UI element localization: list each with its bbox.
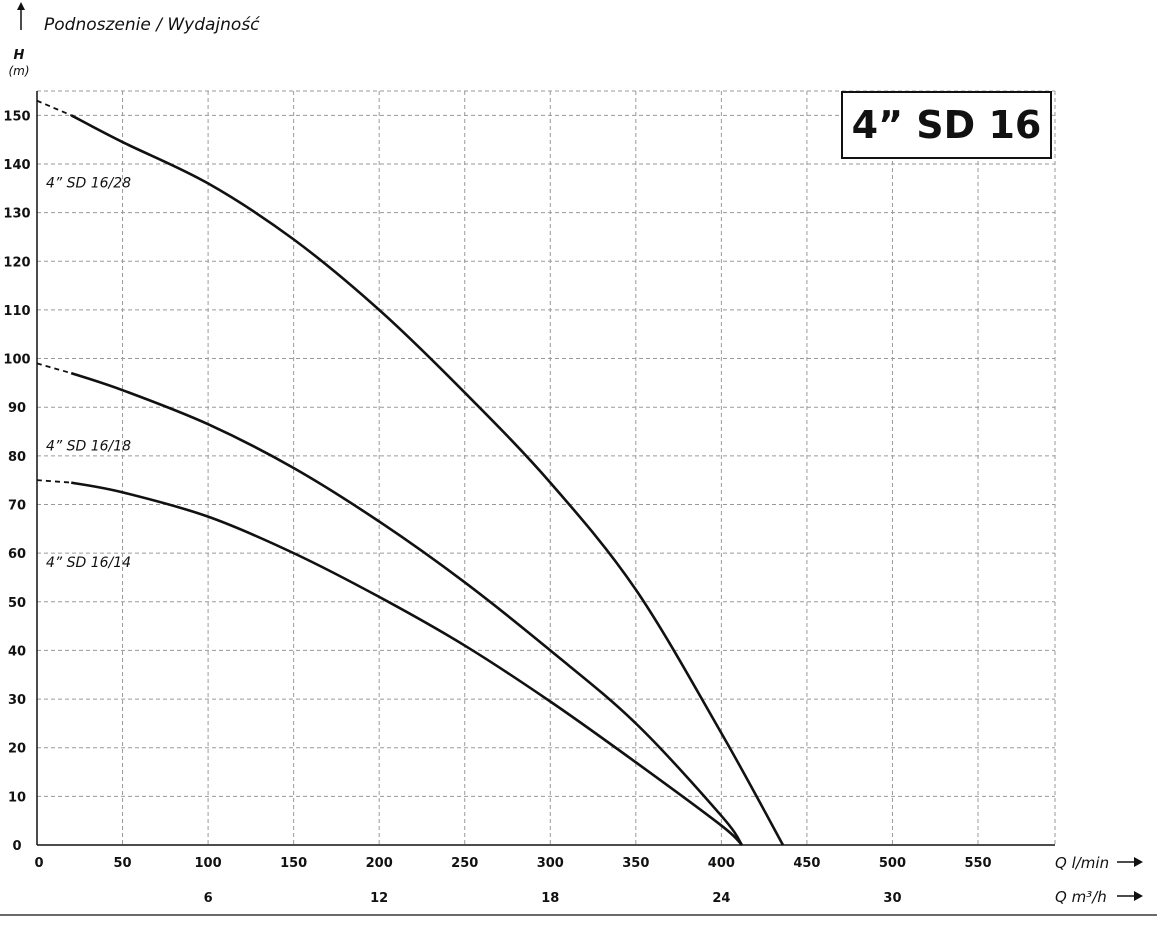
y-tick-label: 100 <box>3 353 30 368</box>
x2-axis-label: Q m³/h <box>1055 888 1107 906</box>
x2-tick-label: 6 <box>204 891 213 906</box>
x-tick-label: 0 <box>34 856 43 871</box>
x2-tick-label: 12 <box>370 891 388 906</box>
x-tick-label: 250 <box>451 856 478 871</box>
x2-tick-label: 30 <box>883 891 901 906</box>
x-tick-label: 550 <box>964 856 991 871</box>
curve-layer <box>36 99 785 846</box>
y-tick-label: 0 <box>12 839 21 854</box>
x-tick-label: 500 <box>879 856 906 871</box>
x-axis-label: Q l/min <box>1055 854 1109 872</box>
y-tick-label: 140 <box>3 158 30 173</box>
chart-title: Podnoszenie / Wydajność <box>44 15 260 35</box>
series-dashed-start <box>36 362 72 375</box>
y-tick-label: 120 <box>3 255 30 270</box>
series-line <box>70 481 743 846</box>
x-tick-label: 200 <box>366 856 393 871</box>
series-label: 4” SD 16/18 <box>46 438 131 454</box>
x2-tick-label: 18 <box>541 891 559 906</box>
y-tick-label: 110 <box>3 304 30 319</box>
model-label-box: 4” SD 16 <box>841 91 1052 159</box>
series-dashed-start <box>36 99 72 117</box>
x-tick-label: 350 <box>622 856 649 871</box>
series-label: 4” SD 16/14 <box>46 555 131 571</box>
axis-layer <box>36 91 1055 846</box>
x-tick-label: 400 <box>708 856 735 871</box>
y-axis-arrow <box>17 2 25 30</box>
label-layer: 0 10 20 30 40 50 60 70 80 90 100 110 120 130 140 150 0 50… <box>3 109 991 906</box>
y-tick-label: 130 <box>3 207 30 222</box>
series-dashed-start <box>36 479 72 484</box>
x-tick-label: 150 <box>280 856 307 871</box>
y-tick-label: 40 <box>8 644 26 659</box>
x2-tick-label: 24 <box>712 891 730 906</box>
y-tick-label: 10 <box>8 790 26 805</box>
y-axis-unit: (m) <box>8 64 29 78</box>
grid-layer <box>37 90 1056 845</box>
x2-axis-arrow <box>1117 891 1143 901</box>
y-axis-label: H <box>14 48 25 63</box>
y-tick-label: 30 <box>8 693 26 708</box>
x-tick-label: 50 <box>113 856 131 871</box>
y-tick-label: 50 <box>8 596 26 611</box>
series-line <box>70 114 785 846</box>
y-tick-label: 150 <box>3 109 30 124</box>
y-tick-label: 70 <box>8 498 26 513</box>
series-line <box>70 371 743 846</box>
y-tick-label: 20 <box>8 742 26 757</box>
x-tick-label: 100 <box>195 856 222 871</box>
x-tick-label: 450 <box>793 856 820 871</box>
x-axis-arrow <box>1117 857 1143 867</box>
model-label: 4” SD 16 <box>851 103 1042 147</box>
x-tick-label: 300 <box>537 856 564 871</box>
series-label: 4” SD 16/28 <box>46 176 131 192</box>
y-tick-label: 80 <box>8 450 26 465</box>
y-tick-label: 60 <box>8 547 26 562</box>
y-tick-label: 90 <box>8 401 26 416</box>
